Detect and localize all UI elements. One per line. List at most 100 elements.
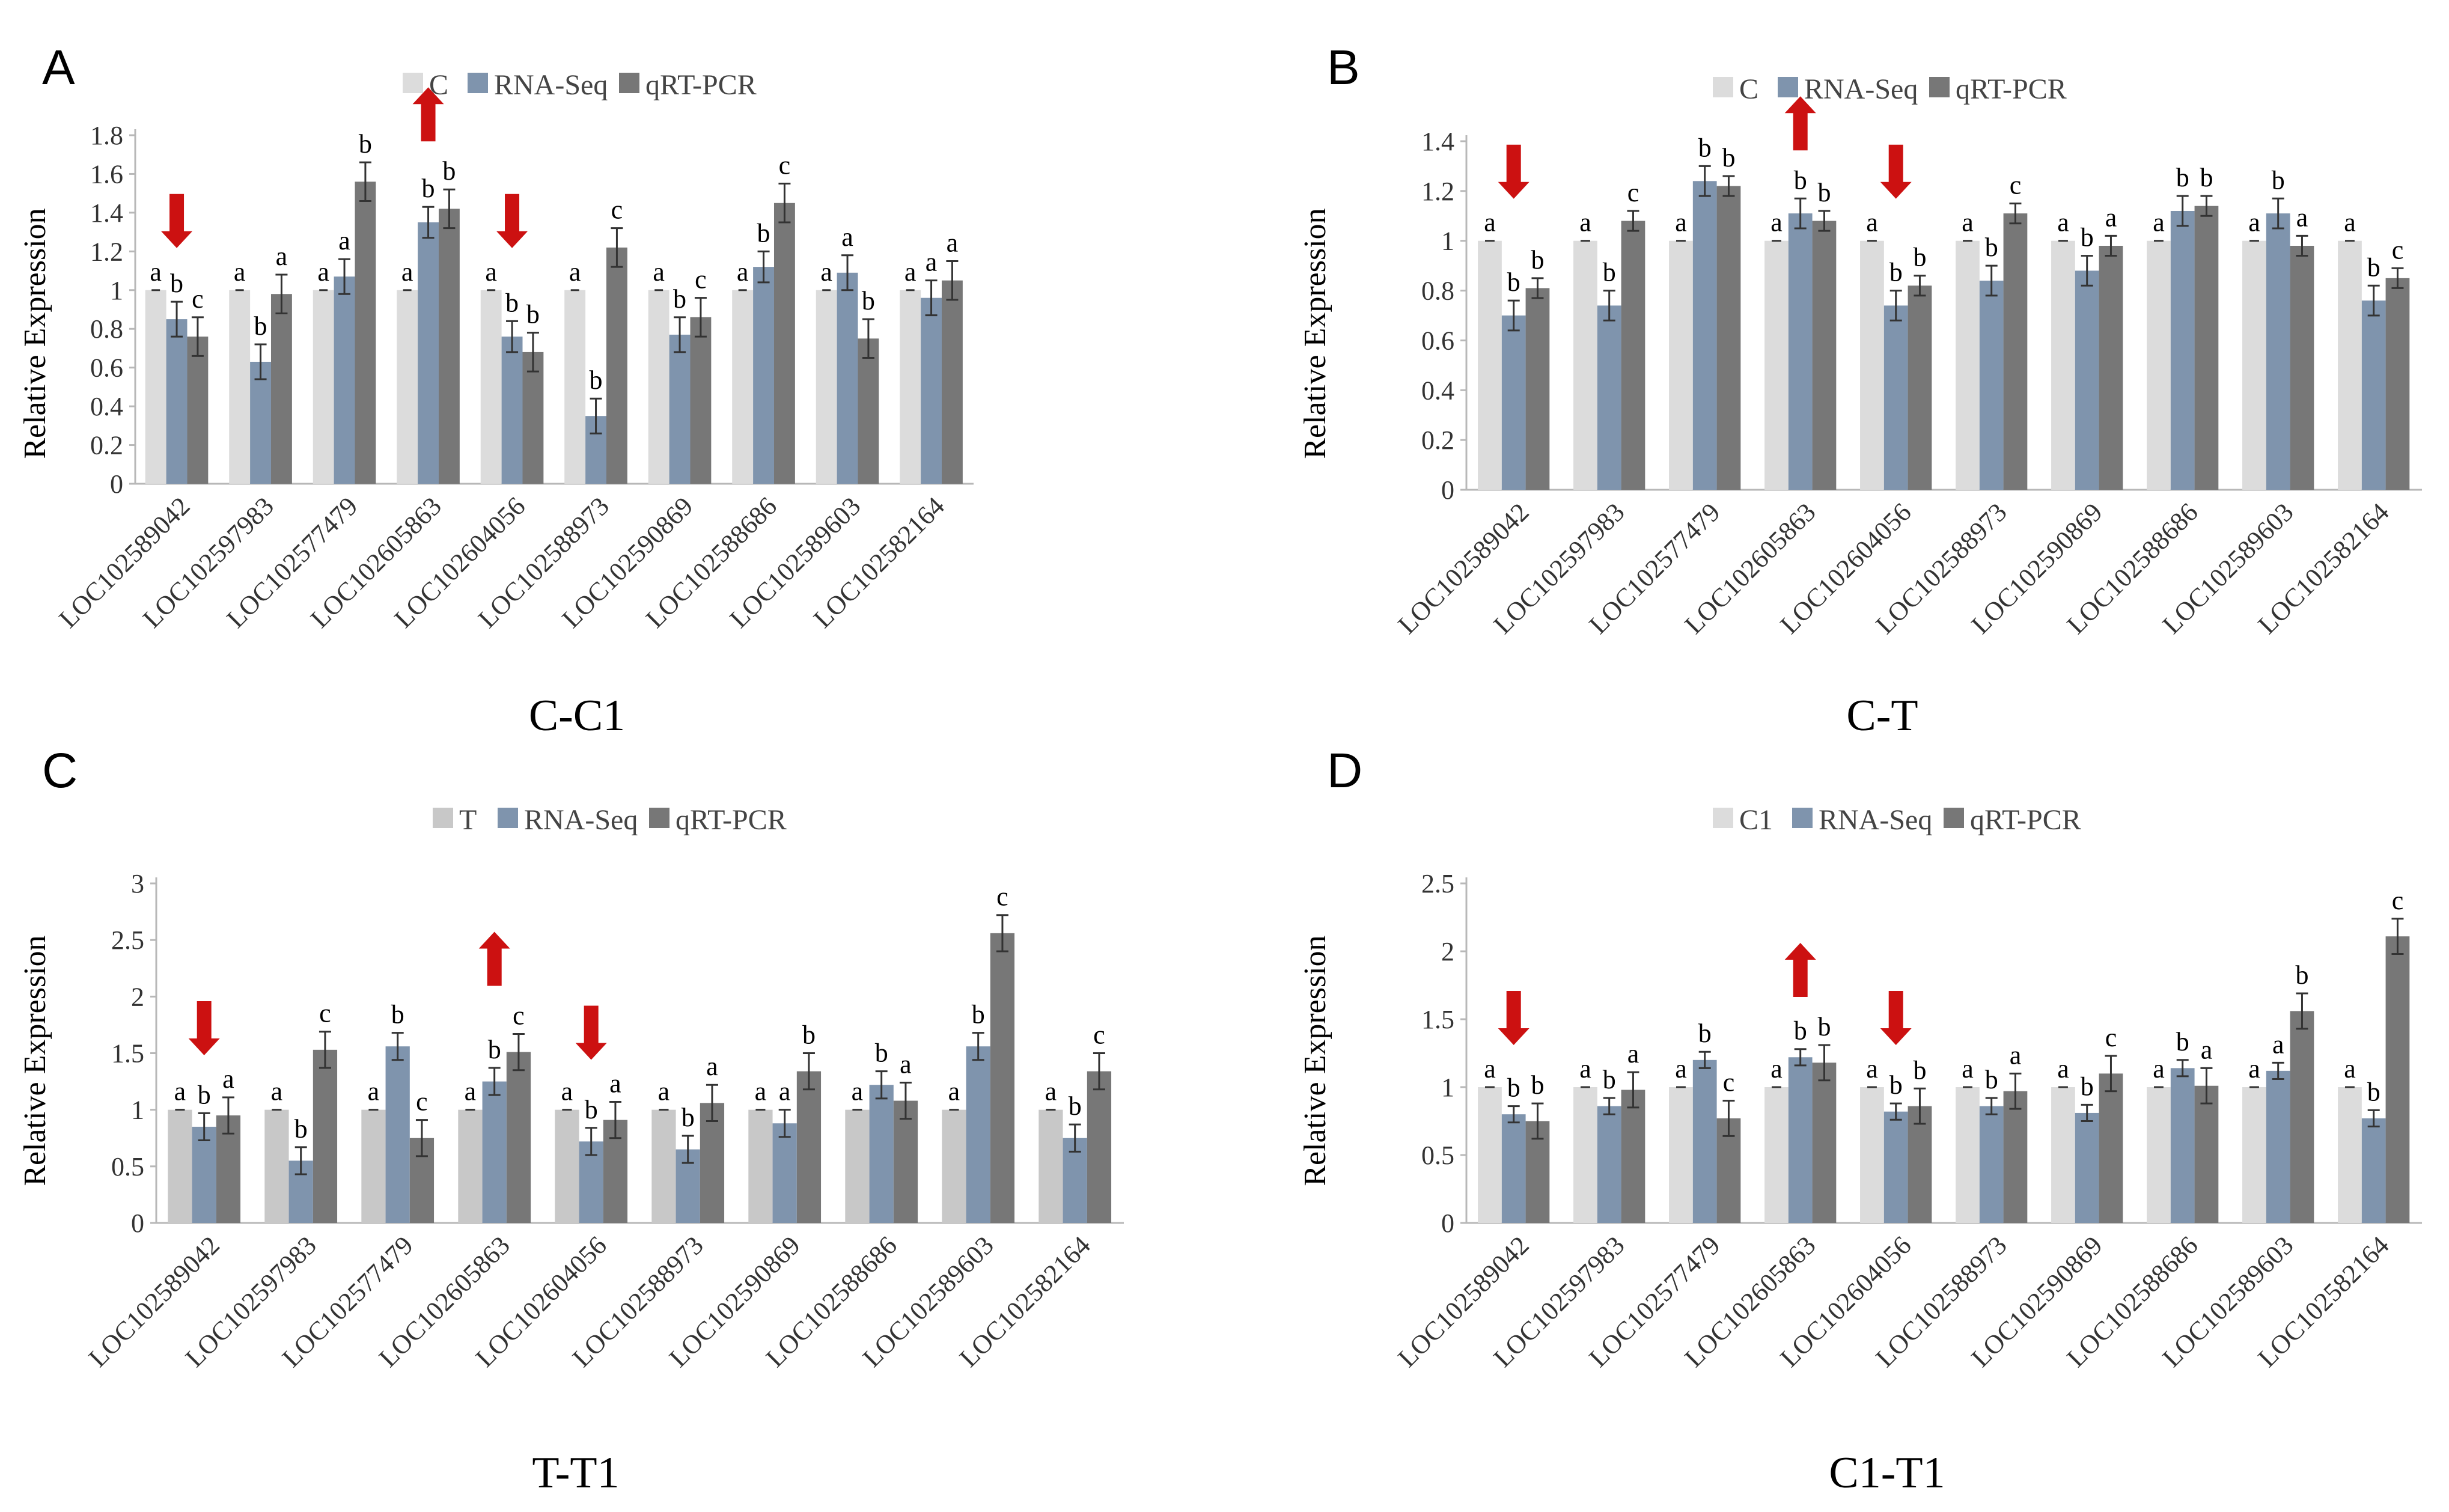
significance-letter: a bbox=[2153, 1054, 2165, 1084]
significance-letter: b bbox=[2081, 223, 2094, 252]
significance-letter: b bbox=[2272, 165, 2285, 195]
bar-qrt-pcr bbox=[187, 337, 209, 484]
bar-qrt-pcr bbox=[2194, 206, 2219, 490]
significance-letter: a bbox=[234, 257, 246, 287]
y-tick-label: 0.5 bbox=[111, 1152, 144, 1181]
bar-t bbox=[555, 1109, 579, 1223]
bar-rna-seq bbox=[1597, 1106, 1621, 1223]
bar-qrt-pcr bbox=[2385, 936, 2410, 1223]
legend-label: qRT-PCR bbox=[676, 804, 787, 836]
significance-letter: a bbox=[1675, 208, 1687, 237]
significance-letter: a bbox=[2296, 203, 2308, 232]
bar-qrt-pcr bbox=[893, 1100, 918, 1223]
y-axis-label: Relative Expression bbox=[18, 935, 52, 1186]
bar-t bbox=[1038, 1109, 1063, 1223]
significance-letter: a bbox=[2248, 1054, 2260, 1084]
significance-letter: a bbox=[1962, 208, 1974, 237]
legend-label: RNA-Seq bbox=[1819, 804, 1932, 836]
significance-letter: c bbox=[2392, 886, 2404, 915]
y-tick-label: 0.4 bbox=[1421, 376, 1454, 405]
panel-c: C T RNA-Seq qRT-PCR Relative Expression 0 0.5 1… bbox=[18, 743, 1124, 1498]
y-tick-label: 1.6 bbox=[90, 159, 123, 189]
panel-letter: D bbox=[1327, 743, 1362, 798]
significance-letter: c bbox=[695, 265, 707, 294]
panel-b: B C RNA-Seq qRT-PCR Relative Expression 0 0.2 0… bbox=[1298, 40, 2422, 740]
panel-letter: B bbox=[1327, 40, 1360, 95]
legend-swatch bbox=[433, 808, 453, 828]
significance-letter: b bbox=[1531, 245, 1544, 275]
y-tick-label: 1.5 bbox=[111, 1039, 144, 1068]
y-tick-label: 1.5 bbox=[1421, 1005, 1454, 1034]
bar-c bbox=[1956, 240, 1980, 490]
bar-rna-seq bbox=[1883, 1111, 1908, 1223]
y-tick-label: 0.5 bbox=[1421, 1141, 1454, 1170]
significance-letter: c bbox=[1723, 1068, 1735, 1097]
bar-qrt-pcr bbox=[522, 352, 544, 484]
bar-c bbox=[2338, 240, 2362, 490]
y-tick-label: 2 bbox=[131, 982, 144, 1011]
significance-letter: a bbox=[1962, 1054, 1974, 1084]
y-tick-label: 1.4 bbox=[90, 198, 123, 228]
significance-letter: a bbox=[737, 257, 749, 287]
bar-c bbox=[648, 290, 669, 484]
significance-letter: c bbox=[1093, 1020, 1105, 1050]
significance-letter: c bbox=[779, 151, 791, 180]
significance-letter: b bbox=[590, 365, 603, 395]
bar-rna-seq bbox=[2075, 270, 2099, 490]
significance-letter: c bbox=[513, 1001, 525, 1030]
bar-c1 bbox=[2338, 1087, 2362, 1223]
significance-letter: c bbox=[2010, 171, 2022, 200]
bar-c1 bbox=[2051, 1087, 2075, 1223]
bar-rna-seq bbox=[2170, 211, 2195, 490]
significance-letter: b bbox=[1817, 178, 1831, 207]
significance-letter: a bbox=[1866, 208, 1878, 237]
down-arrow-icon bbox=[188, 1001, 220, 1055]
bar-rna-seq bbox=[192, 1126, 216, 1223]
y-tick-label: 2.5 bbox=[111, 925, 144, 955]
bar-qrt-pcr bbox=[700, 1103, 725, 1223]
bar-c bbox=[2147, 240, 2171, 490]
legend-label: C bbox=[1739, 73, 1758, 105]
bar-rna-seq bbox=[669, 334, 691, 484]
bar-c1 bbox=[1478, 1087, 1502, 1223]
bar-c bbox=[1478, 240, 1502, 490]
bar-c bbox=[229, 290, 251, 484]
significance-letter: b bbox=[442, 156, 456, 186]
bar-qrt-pcr bbox=[773, 203, 795, 484]
bar-rna-seq bbox=[418, 222, 439, 484]
bar-rna-seq bbox=[1979, 281, 2004, 490]
down-arrow-icon bbox=[575, 1005, 607, 1060]
significance-letter: a bbox=[2344, 1054, 2356, 1084]
bar-qrt-pcr bbox=[313, 1049, 338, 1223]
significance-letter: a bbox=[1484, 1054, 1496, 1084]
significance-letter: a bbox=[2153, 208, 2165, 237]
bar-qrt-pcr bbox=[941, 280, 963, 484]
down-arrow-icon bbox=[496, 194, 528, 248]
significance-letter: b bbox=[294, 1114, 308, 1144]
significance-letter: a bbox=[2272, 1029, 2284, 1059]
panel-subtitle: C-C1 bbox=[529, 691, 625, 740]
bar-rna-seq bbox=[921, 297, 942, 484]
significance-letter: a bbox=[174, 1077, 186, 1106]
significance-letter: b bbox=[1698, 133, 1712, 162]
y-tick-label: 1.2 bbox=[1421, 177, 1454, 206]
significance-letter: a bbox=[653, 257, 665, 287]
significance-letter: b bbox=[2367, 252, 2380, 282]
bar-c bbox=[2051, 240, 2075, 490]
bar-qrt-pcr bbox=[2099, 1073, 2123, 1223]
significance-letter: a bbox=[1770, 1054, 1783, 1084]
significance-letter: b bbox=[488, 1035, 501, 1064]
significance-letter: c bbox=[192, 284, 204, 314]
bar-c bbox=[1669, 240, 1693, 490]
significance-letter: a bbox=[609, 1068, 621, 1098]
y-tick-label: 0.8 bbox=[1421, 276, 1454, 306]
legend-label: T bbox=[459, 804, 477, 836]
y-axis-label: Relative Expression bbox=[18, 208, 52, 459]
significance-letter: b bbox=[198, 1080, 211, 1109]
y-tick-label: 1 bbox=[131, 1096, 144, 1125]
bar-t bbox=[458, 1109, 483, 1223]
y-tick-label: 0 bbox=[110, 469, 123, 499]
legend-swatch bbox=[1713, 77, 1733, 97]
bar-c bbox=[2242, 240, 2266, 490]
y-tick-label: 0.2 bbox=[90, 431, 123, 460]
